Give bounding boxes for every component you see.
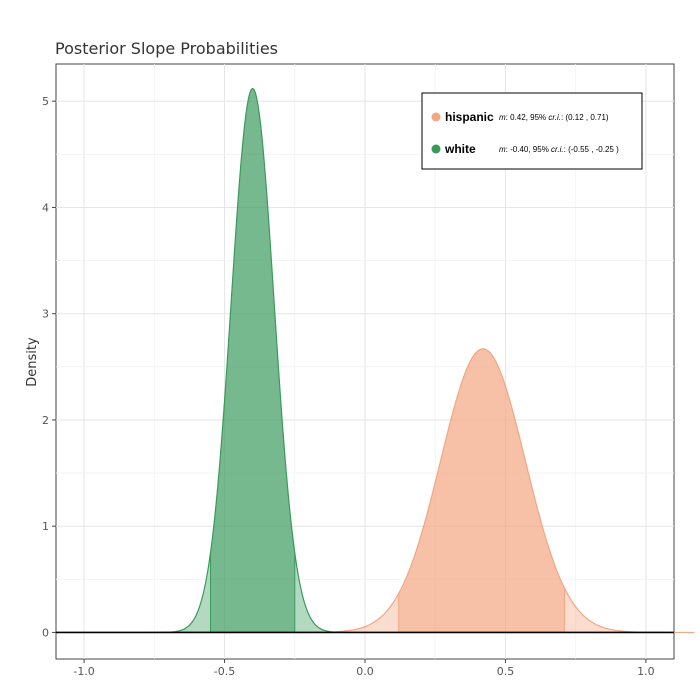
y-tick-label: 0 [42,626,49,639]
y-tick-label: 5 [42,95,49,108]
chart-title: Posterior Slope Probabilities [55,39,278,58]
legend-box [421,92,643,170]
y-tick-label: 4 [42,201,49,214]
credible-interval-area-white [210,88,295,633]
y-axis-label: Density [25,337,40,387]
credible-interval-area-hispanic [398,348,565,633]
legend-stats-white: m: -0.40, 95% cr.i.: (-0.55 , -0.25 ) [499,145,619,154]
y-tick-label: 2 [42,414,49,427]
legend-swatch-hispanic [431,112,441,122]
x-tick-label: -1.0 [73,665,94,678]
legend-label-white: white [444,142,476,156]
axes: -1.0 -0.5 0.0 0.5 1.0 0 1 2 3 4 5 [42,95,674,678]
y-tick-label: 1 [42,520,49,533]
legend-stats-hispanic: m: 0.42, 95% cr.i.: (0.12 , 0.71) [499,113,609,122]
x-tick-label: 0.0 [356,665,374,678]
legend-swatch-white [431,144,441,154]
legend-label-hispanic: hispanic [445,110,494,124]
x-tick-label: -0.5 [214,665,235,678]
y-tick-label: 3 [42,308,49,321]
x-tick-label: 0.5 [497,665,515,678]
legend: hispanic m: 0.42, 95% cr.i.: (0.12 , 0.71… [421,92,643,170]
density-areas [145,87,695,634]
x-tick-label: 1.0 [637,665,655,678]
